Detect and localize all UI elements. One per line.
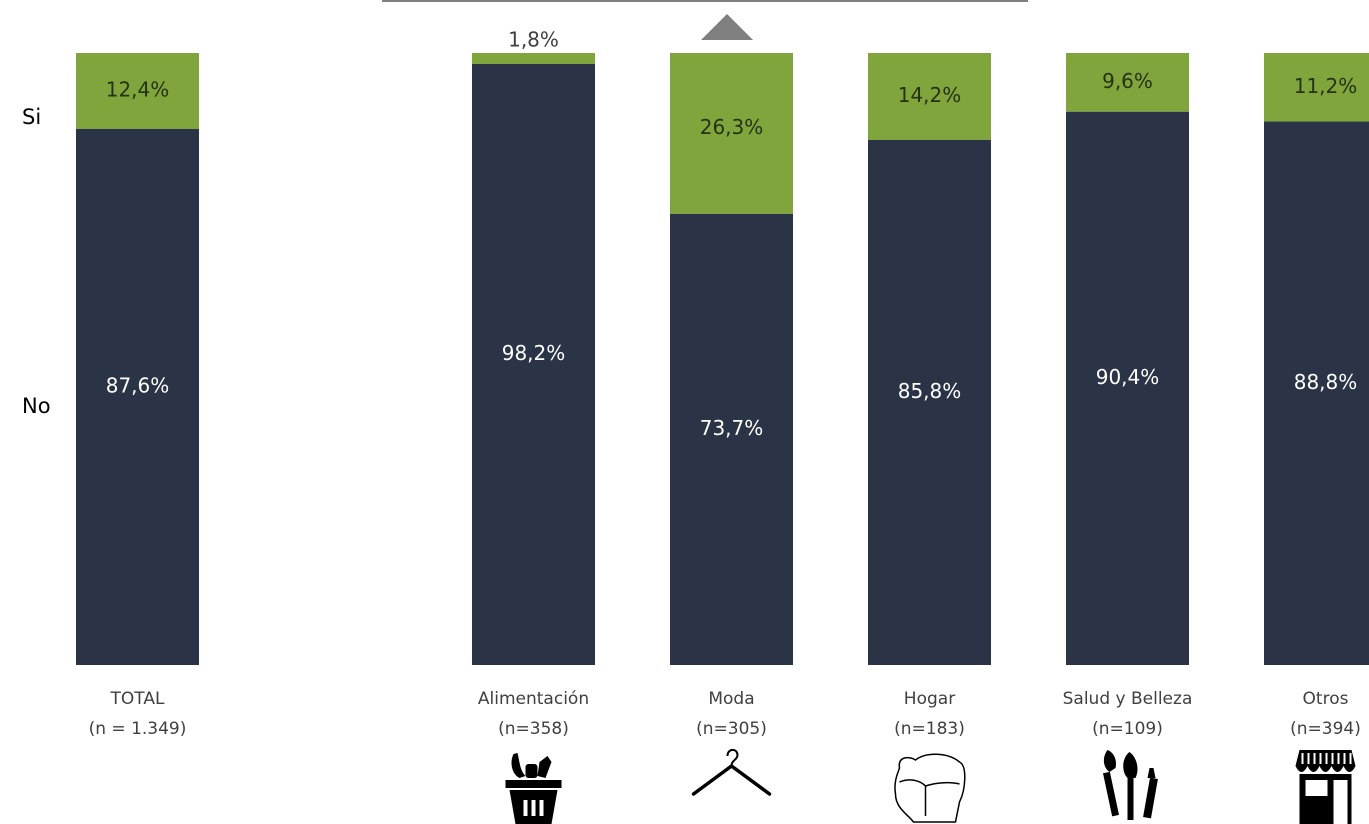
data-label-si-alimentacion: 1,8%: [508, 28, 559, 52]
makeup-brushes-icon: [1103, 750, 1158, 820]
category-label-otros: Otros: [1303, 689, 1349, 709]
data-label-no-moda: 73,7%: [700, 416, 764, 440]
sample-size-hogar: (n=183): [894, 719, 965, 739]
category-label-salud-y-belleza: Salud y Belleza: [1063, 689, 1193, 709]
data-label-no-alimentacion: 98,2%: [502, 341, 566, 365]
bar-si-moda: [670, 53, 793, 214]
sample-size-alimentacion: (n=358): [498, 719, 569, 739]
sofa-icon: [894, 753, 966, 823]
bar-no-hogar: [868, 139, 991, 666]
bar-no-moda: [670, 213, 793, 665]
row-label-si: Si: [22, 105, 41, 129]
data-label-si-otros: 11,2%: [1294, 74, 1358, 98]
clothes-hanger-icon: [691, 748, 772, 796]
data-label-no-total: 87,6%: [106, 373, 170, 397]
storefront-icon: [1295, 750, 1356, 824]
bar-si-otros: [1264, 53, 1369, 122]
labels-layer: 12,4% 87,6% TOTAL (n = 1.349) 1,8% 98,2% Alime…: [89, 28, 1361, 740]
data-label-no-otros: 88,8%: [1294, 370, 1358, 394]
category-label-moda: Moda: [708, 689, 754, 709]
shopping-basket-icon: [505, 753, 562, 824]
bar-si-salud-y-belleza: [1066, 53, 1189, 112]
data-label-si-total: 12,4%: [106, 77, 170, 101]
sample-size-otros: (n=394): [1290, 719, 1361, 739]
category-label-hogar: Hogar: [904, 689, 955, 709]
bar-no-total: [76, 128, 199, 665]
row-label-no: No: [22, 394, 51, 418]
bar-no-otros: [1264, 121, 1369, 665]
data-label-si-moda: 26,3%: [700, 115, 764, 139]
sample-size-salud-y-belleza: (n=109): [1092, 719, 1163, 739]
sample-size-moda: (n=305): [696, 719, 767, 739]
data-label-no-hogar: 85,8%: [898, 379, 962, 403]
bar-no-salud-y-belleza: [1066, 111, 1189, 665]
category-label-total: TOTAL: [110, 689, 165, 709]
icons-layer: [505, 748, 1356, 824]
bar-si-hogar: [868, 53, 991, 140]
bar-no-alimentacion: [472, 64, 595, 666]
data-label-si-hogar: 14,2%: [898, 83, 962, 107]
category-label-alimentacion: Alimentación: [478, 689, 589, 709]
data-label-no-salud-y-belleza: 90,4%: [1096, 365, 1160, 389]
bars-layer: [76, 53, 1369, 666]
data-label-si-salud-y-belleza: 9,6%: [1102, 69, 1153, 93]
bar-si-total: [76, 53, 199, 129]
sample-size-total: (n = 1.349): [89, 719, 187, 739]
bar-si-alimentacion: [472, 53, 595, 65]
highlight-marker-triangle: [701, 14, 753, 40]
